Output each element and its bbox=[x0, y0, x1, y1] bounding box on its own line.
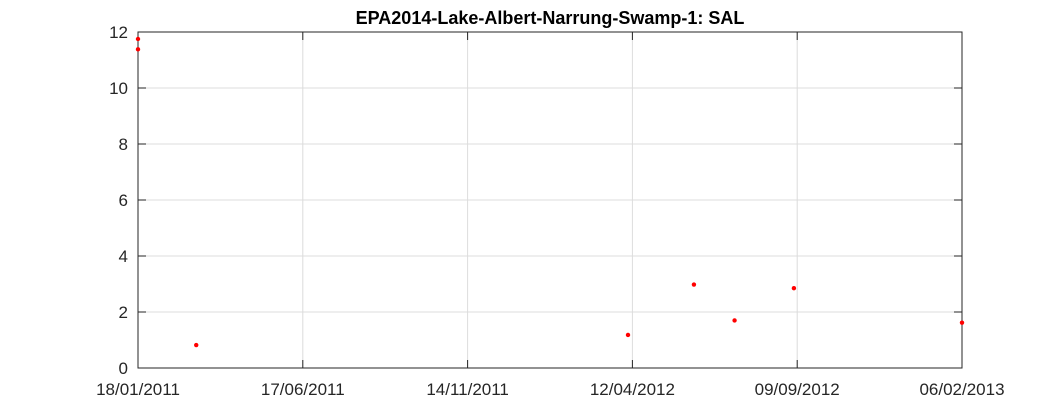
data-points bbox=[135, 36, 965, 348]
y-tick-label: 12 bbox=[109, 23, 128, 42]
data-point bbox=[691, 282, 697, 287]
data-point bbox=[194, 342, 199, 348]
data-point bbox=[959, 320, 965, 325]
x-tick-label: 14/11/2011 bbox=[426, 380, 509, 399]
axis-ticks bbox=[137, 31, 963, 369]
x-tick-label: 12/04/2012 bbox=[590, 380, 675, 399]
x-tick-label: 09/09/2012 bbox=[755, 380, 840, 399]
tick-labels: 18/01/2011 17/06/2011 14/11/2011 12/04/2012… bbox=[96, 23, 1004, 399]
y-tick-label: 6 bbox=[119, 191, 128, 210]
y-tick-label: 4 bbox=[119, 247, 128, 266]
y-tick-label: 8 bbox=[119, 135, 128, 154]
x-tick-label: 06/02/2013 bbox=[919, 380, 1004, 399]
data-point bbox=[135, 47, 141, 52]
data-point bbox=[791, 286, 797, 291]
data-point bbox=[625, 332, 631, 338]
chart-title: EPA2014-Lake-Albert-Narrung-Swamp-1: SAL bbox=[356, 8, 745, 28]
x-tick-label: 18/01/2011 bbox=[96, 380, 180, 399]
grid-lines bbox=[137, 31, 963, 369]
data-point bbox=[732, 318, 737, 323]
y-tick-label: 0 bbox=[119, 359, 128, 378]
y-tick-label: 10 bbox=[109, 79, 128, 98]
x-tick-label: 17/06/2011 bbox=[261, 380, 345, 399]
data-point bbox=[135, 36, 141, 42]
y-tick-label: 2 bbox=[119, 303, 128, 322]
